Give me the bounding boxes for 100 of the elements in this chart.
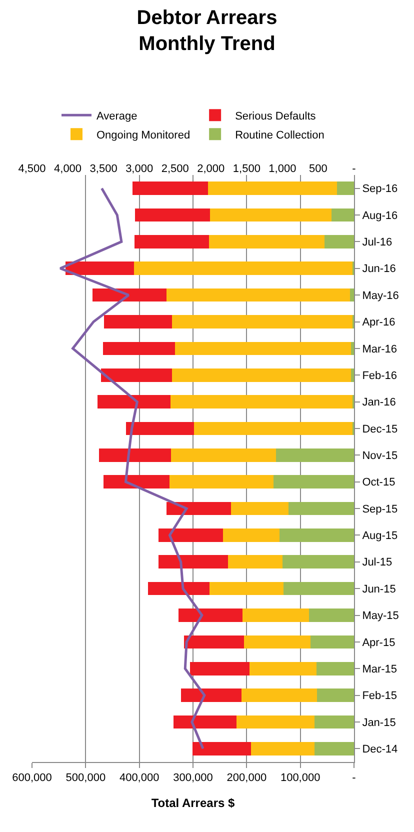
bar — [208, 182, 337, 196]
y-tick-label: May-15 — [362, 610, 399, 622]
bar — [158, 528, 224, 542]
bar — [209, 235, 324, 248]
bar — [210, 582, 284, 596]
y-tick-label: Dec-14 — [362, 744, 398, 756]
bar — [316, 662, 354, 676]
bar — [249, 662, 316, 676]
bar — [103, 475, 170, 489]
bar — [324, 235, 354, 248]
bar — [350, 288, 354, 302]
y-tick-label: Aug-16 — [362, 210, 398, 222]
y-tick-label: Oct-15 — [362, 476, 396, 489]
bar — [166, 288, 350, 302]
x-tick-label: - — [352, 772, 356, 784]
bar — [250, 742, 314, 756]
x-tick-label: 400,000 — [119, 772, 160, 784]
y-tick-label: Jun-15 — [362, 583, 396, 596]
x2-tick-label: 1,000 — [268, 162, 296, 175]
x2-tick-label: 500 — [309, 162, 328, 175]
x2-tick-label: 1,500 — [232, 162, 260, 175]
x-tick-label: 100,000 — [280, 772, 320, 784]
y-tick-label: Nov-15 — [362, 450, 398, 462]
x2-tick-label: 3,500 — [90, 162, 118, 175]
bar — [158, 555, 228, 569]
bar — [284, 582, 354, 596]
bar — [244, 635, 311, 649]
legend-label: Ongoing Monitored — [96, 129, 190, 142]
legend-label: Average — [96, 110, 138, 122]
bar — [65, 262, 134, 276]
y-tick-label: Sep-15 — [362, 503, 398, 516]
bar — [190, 662, 250, 676]
y-tick-label: Jul-15 — [362, 556, 392, 569]
bar — [316, 688, 354, 702]
bar — [132, 182, 208, 196]
bar — [184, 635, 244, 649]
bar — [194, 422, 352, 436]
bar — [181, 688, 242, 702]
legend-label: Routine Collection — [235, 129, 324, 142]
bar — [331, 208, 354, 222]
bar — [276, 448, 354, 462]
bar — [236, 715, 314, 729]
bar — [148, 582, 210, 596]
bar — [104, 315, 172, 328]
y-tick-label: Jul-16 — [362, 236, 392, 249]
legend-label: Serious Defaults — [235, 110, 316, 122]
y-tick-label: Feb-15 — [362, 690, 398, 702]
bar — [231, 502, 289, 516]
bar — [174, 342, 351, 356]
bar — [172, 315, 352, 328]
bar — [101, 368, 172, 382]
bar — [169, 475, 274, 489]
bar — [350, 368, 354, 382]
y-tick-label: Mar-15 — [362, 663, 398, 676]
x2-tick-label: 4,500 — [18, 162, 46, 175]
bar — [134, 262, 352, 276]
bar — [210, 208, 332, 222]
bar — [274, 475, 354, 489]
bar — [310, 635, 354, 649]
bar — [99, 448, 171, 462]
bar — [288, 502, 354, 516]
bar — [134, 235, 210, 248]
bar — [135, 208, 210, 222]
bar — [336, 182, 354, 196]
y-tick-label: Sep-16 — [362, 183, 398, 196]
y-tick-label: Feb-16 — [362, 370, 398, 382]
bar — [170, 395, 352, 408]
x-tick-label: 200,000 — [226, 772, 267, 784]
x2-tick-label: 2,000 — [197, 162, 225, 175]
bar — [97, 395, 170, 408]
y-tick-label: Dec-15 — [362, 423, 398, 436]
y-tick-label: Mar-16 — [362, 343, 398, 356]
y-tick-label: Aug-15 — [362, 530, 398, 542]
bar — [172, 368, 351, 382]
bar — [178, 608, 242, 622]
bar — [350, 342, 354, 356]
y-tick-label: Jan-15 — [362, 716, 396, 729]
bar — [192, 742, 251, 756]
y-tick-label: Jun-16 — [362, 263, 396, 276]
y-tick-label: Apr-16 — [362, 316, 396, 329]
x-tick-label: 500,000 — [66, 772, 106, 784]
x-tick-label: 600,000 — [12, 772, 52, 784]
y-tick-label: Jan-16 — [362, 396, 396, 409]
bar — [228, 555, 283, 569]
bar — [102, 342, 175, 356]
bar — [308, 608, 354, 622]
bar — [223, 528, 280, 542]
bar — [171, 448, 276, 462]
x-axis-title: Total Arrears $ — [151, 796, 236, 810]
bar — [166, 502, 232, 516]
x2-tick-label: - — [352, 162, 356, 175]
bar — [241, 688, 317, 702]
x2-tick-label: 2,500 — [161, 162, 189, 175]
bar — [242, 608, 309, 622]
bar — [314, 742, 354, 756]
x2-tick-label: 4,000 — [54, 162, 82, 175]
bar — [174, 715, 236, 729]
bar — [92, 288, 167, 302]
x-tick-label: 300,000 — [173, 772, 213, 784]
bar — [314, 715, 354, 729]
